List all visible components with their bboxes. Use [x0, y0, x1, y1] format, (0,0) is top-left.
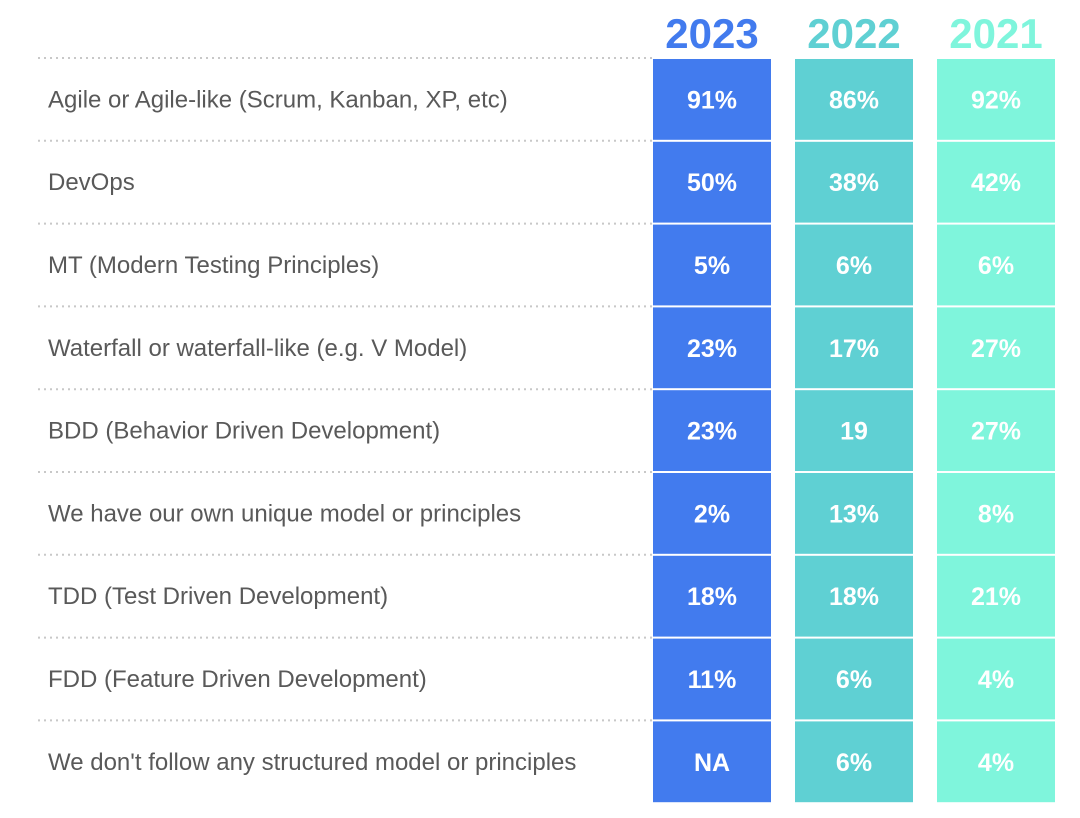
cell-2021	[937, 141, 1055, 223]
cell-value-2021: 27%	[971, 418, 1021, 446]
cell-value-2023: 23%	[687, 335, 737, 363]
row-label: MT (Modern Testing Principles)	[48, 252, 379, 279]
column-header-2023: 2023	[665, 10, 758, 57]
row-label: Waterfall or waterfall-like (e.g. V Mode…	[48, 335, 467, 362]
cell-2021	[937, 224, 1055, 306]
cell-2022	[795, 721, 913, 803]
row-label: We have our own unique model or principl…	[48, 500, 521, 527]
cell-value-2022: 6%	[836, 252, 872, 280]
cell-value-2023: 11%	[688, 666, 737, 694]
cell-2021	[937, 307, 1055, 389]
cell-value-2022: 17%	[829, 335, 879, 363]
cell-value-2023: NA	[694, 749, 730, 777]
cell-2022	[795, 141, 913, 223]
cell-value-2021: 4%	[978, 666, 1014, 694]
cell-2021	[937, 390, 1055, 471]
cell-2022	[795, 555, 913, 637]
cell-2021	[937, 555, 1055, 637]
row-label: BDD (Behavior Driven Development)	[48, 418, 440, 445]
cell-2021	[937, 721, 1055, 803]
cell-value-2023: 50%	[687, 169, 737, 197]
cell-2021	[937, 59, 1055, 140]
cell-value-2023: 2%	[694, 500, 730, 528]
cell-value-2022: 6%	[836, 749, 872, 777]
cell-2022	[795, 59, 913, 140]
cell-value-2022: 38%	[829, 169, 879, 197]
cell-value-2021: 42%	[971, 169, 1021, 197]
column-header-2021: 2021	[949, 10, 1042, 57]
cell-value-2021: 92%	[971, 86, 1021, 114]
cell-2023	[653, 390, 771, 471]
cell-2023	[653, 473, 771, 554]
cell-2022	[795, 390, 913, 471]
row-label: TDD (Test Driven Development)	[48, 583, 388, 610]
cell-2022	[795, 638, 913, 720]
cell-2023	[653, 307, 771, 389]
row-label: Agile or Agile-like (Scrum, Kanban, XP, …	[48, 86, 508, 113]
row-label: FDD (Feature Driven Development)	[48, 666, 427, 693]
cell-value-2023: 91%	[687, 86, 737, 114]
cell-value-2022: 6%	[836, 666, 872, 694]
cell-value-2023: 23%	[687, 418, 737, 446]
row-label: DevOps	[48, 169, 135, 196]
cell-value-2022: 13%	[829, 500, 879, 528]
cell-2023	[653, 638, 771, 720]
cell-2022	[795, 473, 913, 554]
cell-2023	[653, 555, 771, 637]
cell-value-2022: 19	[840, 418, 868, 446]
cell-value-2022: 86%	[829, 86, 879, 114]
cell-2023	[653, 224, 771, 306]
cell-2021	[937, 473, 1055, 554]
row-label: We don't follow any structured model or …	[48, 749, 576, 776]
cell-2022	[795, 224, 913, 306]
cell-value-2021: 4%	[978, 749, 1014, 777]
cell-value-2022: 18%	[829, 583, 879, 611]
cell-value-2023: 5%	[694, 252, 730, 280]
cell-value-2023: 18%	[687, 583, 737, 611]
cell-2023	[653, 721, 771, 803]
cell-value-2021: 6%	[978, 252, 1014, 280]
cell-value-2021: 27%	[971, 335, 1021, 363]
cell-2021	[937, 638, 1055, 720]
column-header-2022: 2022	[807, 10, 900, 57]
cell-2023	[653, 141, 771, 223]
cell-2023	[653, 59, 771, 140]
cell-2022	[795, 307, 913, 389]
cell-value-2021: 21%	[971, 583, 1021, 611]
cell-value-2021: 8%	[978, 500, 1014, 528]
